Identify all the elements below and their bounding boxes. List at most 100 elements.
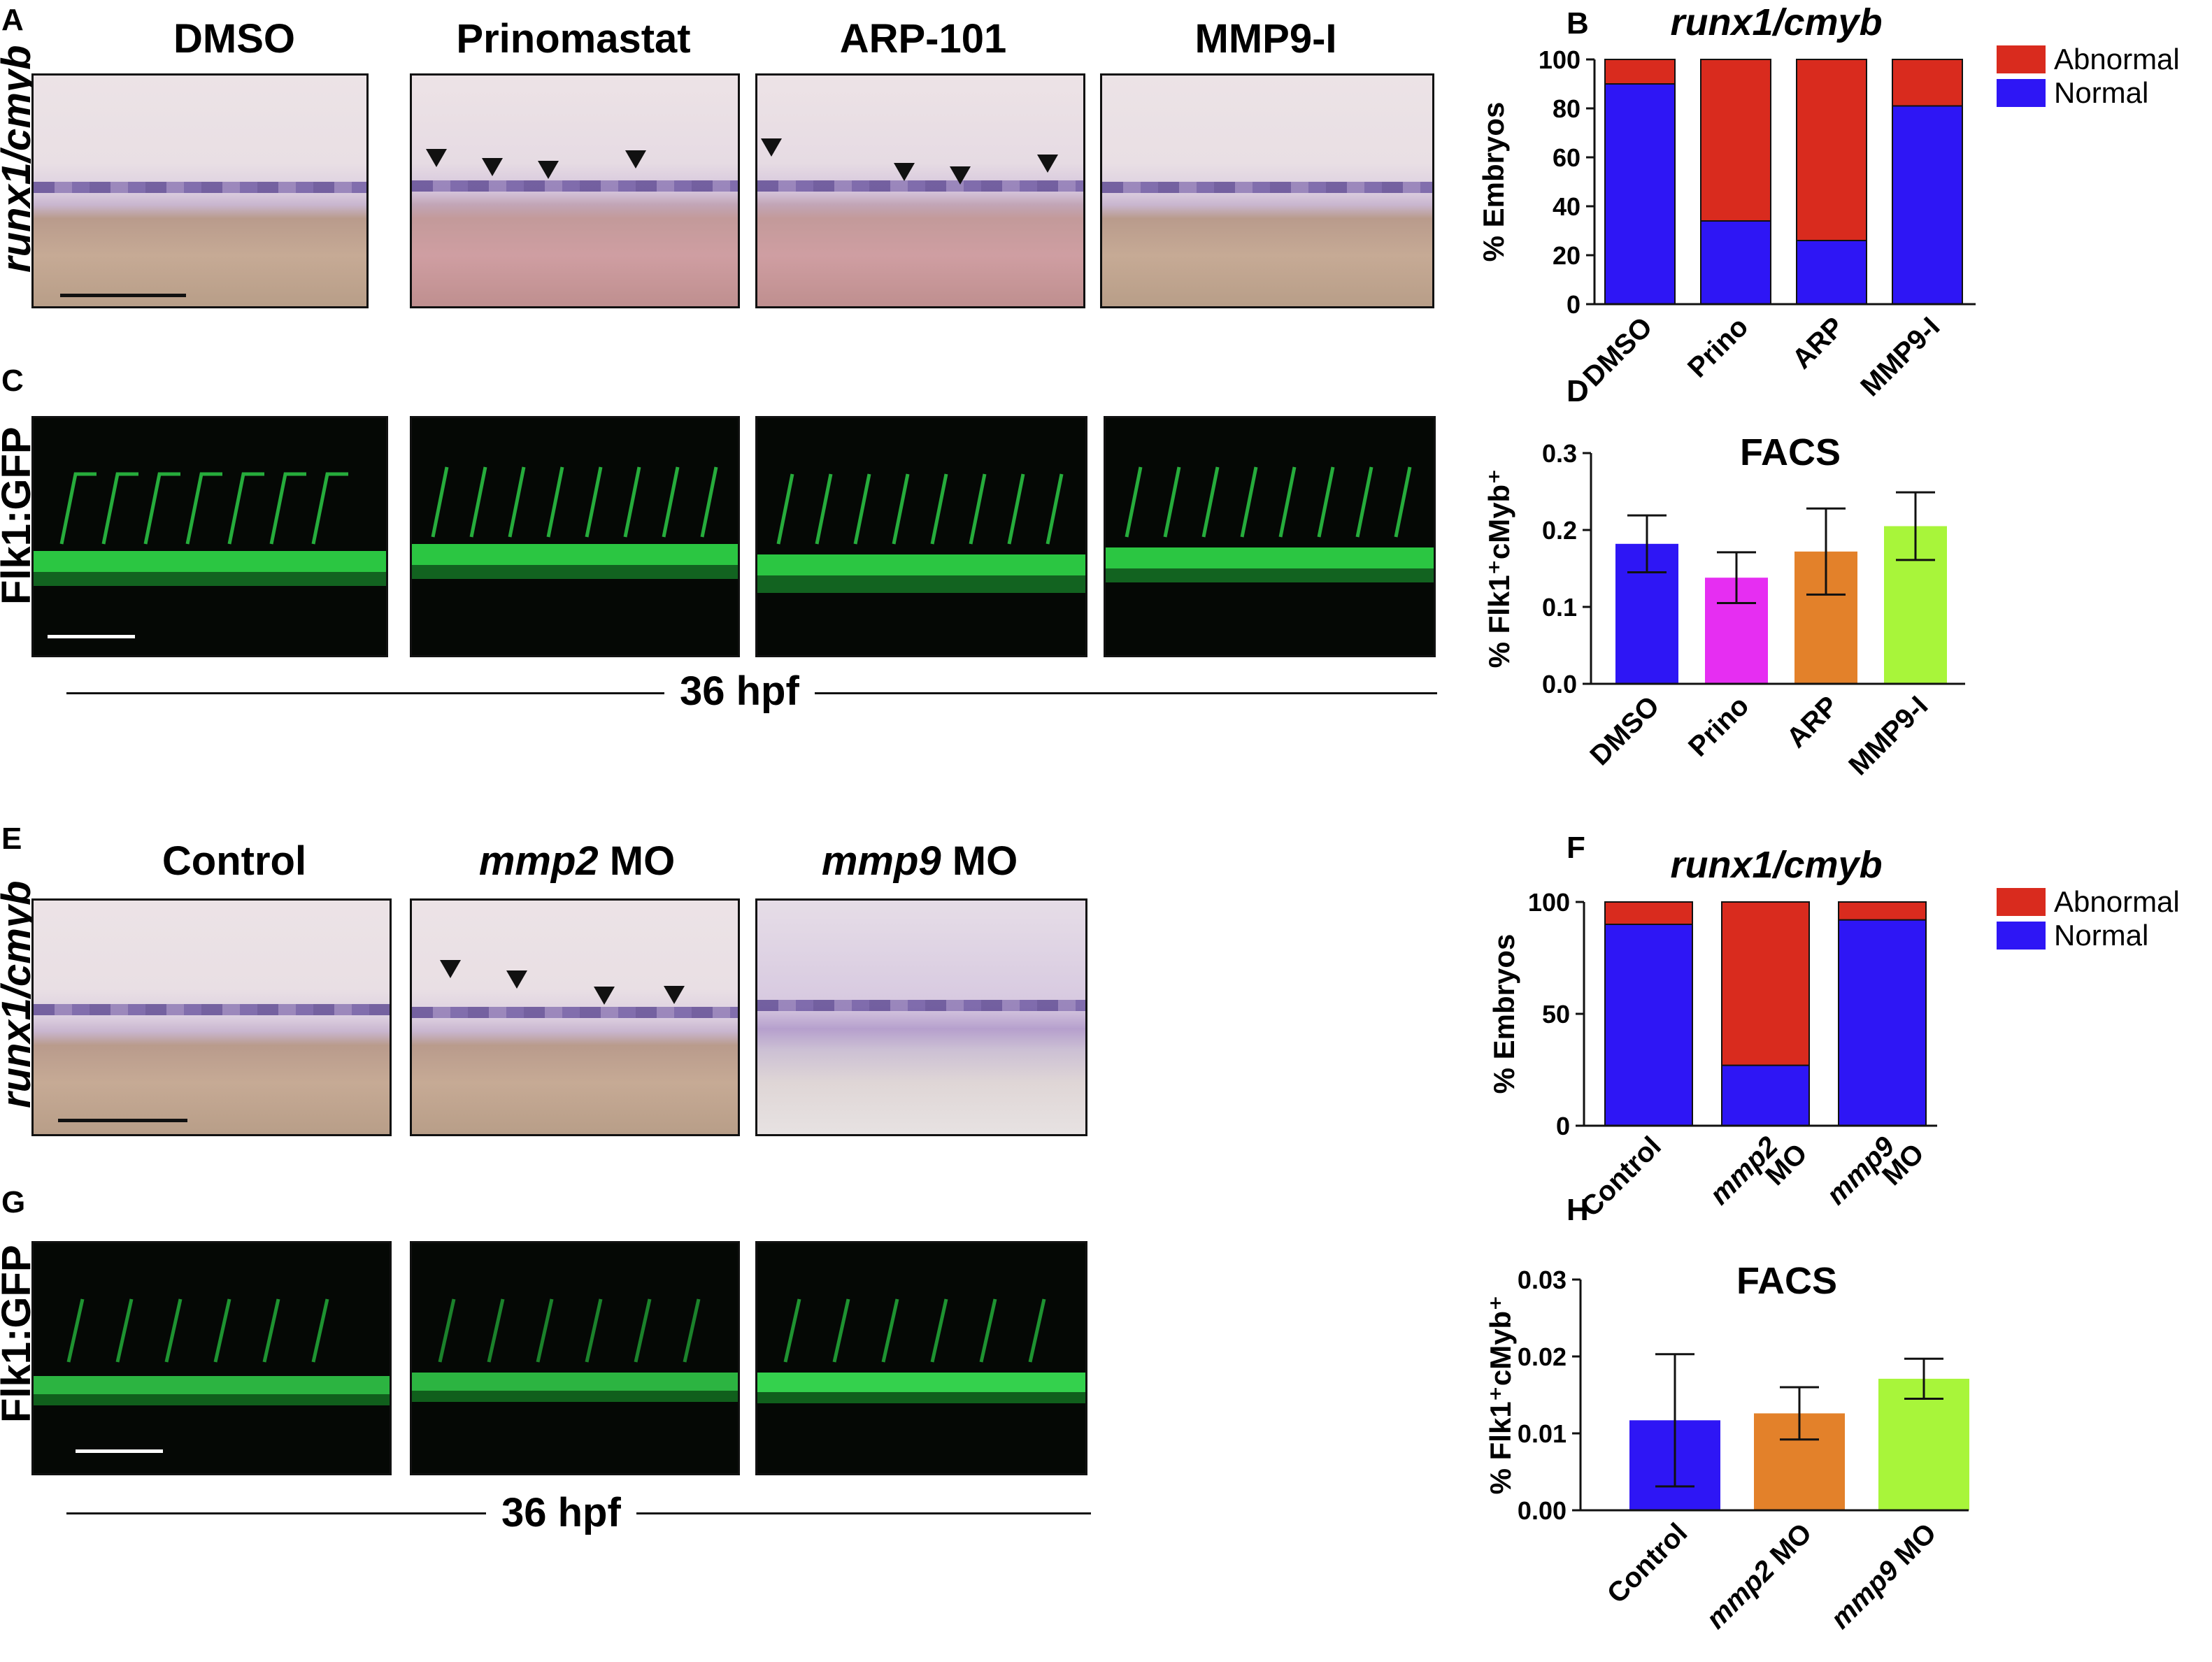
panel-letter-d: D [1567,374,1589,408]
col-title-arp101: ARP-101 [839,16,1007,62]
y-tick-label: 50 [1542,1000,1570,1029]
chart-title: FACS [1740,431,1841,473]
scale-bar [48,635,135,638]
bar-normal [1892,105,1963,305]
gfp-image-arp101 [755,416,1087,657]
y-tick-label: 0.01 [1518,1419,1567,1448]
x-tick-label: mmp2 MO [1701,1517,1818,1635]
x-tick-label: mmp9 MO [1825,1517,1943,1635]
legend-swatch-abnormal [1997,45,2046,73]
bar-normal [1604,924,1693,1126]
bar-normal [1838,919,1927,1126]
bar-normal [1604,83,1676,305]
panel-letter-f: F [1567,831,1585,865]
y-tick-label: 40 [1553,192,1580,221]
arrowhead-icon [894,163,915,181]
x-tick-label: ARP [1787,311,1850,375]
y-axis-label: % Embryos [1487,934,1520,1094]
panel-letter-c: C [1,364,24,398]
legend-label-normal: Normal [2054,919,2148,952]
x-tick-label: Control [1601,1517,1694,1610]
bar [1754,1413,1845,1510]
col-title-mmp2-mo: mmp2 MO [478,838,676,884]
bar-normal [1700,220,1771,305]
gfp-image-dmso [31,416,388,657]
bar [1878,1378,1969,1510]
y-tick-label: 60 [1553,143,1580,172]
arrowhead-icon [426,149,447,167]
y-axis-label: % Flk1⁺cMyb⁺ [1483,469,1515,668]
ish-image-mmp2-mo [410,898,740,1136]
bar-abnormal [1604,901,1693,925]
arrowhead-icon [761,138,782,157]
bar [1705,578,1768,684]
gfp-image-control [31,1241,392,1475]
bar-abnormal [1700,59,1771,222]
x-tick-label: Prino [1683,690,1755,762]
arrowhead-icon [506,970,527,989]
vessel-pattern [34,472,386,638]
legend-swatch-normal [1997,79,2046,107]
x-tick-label: Control [1575,1131,1667,1223]
bar-abnormal [1604,59,1676,85]
y-axis-label: % Embryos [1477,102,1510,262]
bar-abnormal [1838,901,1927,921]
x-tick-label: Prino [1682,311,1754,383]
col-title-control: Control [162,838,307,884]
y-tick-label: 20 [1553,241,1580,270]
gfp-image-mmp2-mo [410,1241,740,1475]
ish-image-mmp9i [1100,73,1434,308]
x-tick-label: mmp9 [1820,1131,1901,1211]
y-tick-label: 0.3 [1542,439,1577,468]
panel-letter-e: E [1,822,22,856]
scale-bar [76,1449,163,1453]
y-tick-label: 0.2 [1542,516,1577,545]
chart-title: runx1/cmyb [1670,844,1882,886]
arrowhead-icon [538,161,559,179]
col-title-mmp9i: MMP9-I [1194,16,1337,62]
ish-image-dmso [31,73,369,308]
panel-letter-g: G [1,1185,26,1219]
x-tick-label: DMSO [1577,311,1658,392]
y-axis-label: % Flk1⁺cMyb⁺ [1484,1296,1517,1495]
arrowhead-icon [594,987,615,1005]
x-tick-label: MO [1760,1138,1813,1191]
x-tick-label: MMP9-I [1843,690,1934,781]
gfp-image-mmp9i [1104,416,1436,657]
ish-image-control [31,898,392,1136]
bar-normal [1796,240,1867,305]
arrowhead-icon [625,150,646,169]
y-tick-label: 0.0 [1542,670,1577,699]
arrowhead-icon [1037,155,1058,173]
legend-swatch-abnormal [1997,888,2046,916]
gfp-image-mmp9-mo [755,1241,1087,1475]
y-tick-label: 0.1 [1542,593,1577,622]
y-tick-label: 100 [1539,45,1580,74]
ish-image-mmp9-mo [755,898,1087,1136]
arrowhead-icon [482,158,503,176]
legend-label-normal: Normal [2054,76,2148,109]
bar-normal [1721,1064,1810,1126]
panel-letter-h: H [1567,1193,1589,1227]
y-tick-label: 0.02 [1518,1342,1567,1371]
panel-letter-b: B [1567,6,1589,41]
col-title-mmp9-mo: mmp9 MO [821,838,1018,884]
bar [1884,526,1947,684]
bar [1794,551,1857,684]
scale-bar [58,1119,187,1122]
y-tick-label: 0 [1556,1112,1570,1140]
bar [1615,543,1678,684]
arrowhead-icon [440,960,461,978]
timepoint-label: 36 hpf [664,668,815,715]
y-tick-label: 0 [1567,290,1580,319]
x-tick-label: MMP9-I [1855,311,1946,402]
y-tick-label: 0.00 [1518,1496,1567,1525]
col-title-prinomastat: Prinomastat [456,16,691,62]
arrowhead-icon [950,166,971,185]
arrowhead-icon [664,986,685,1004]
y-tick-label: 80 [1553,94,1580,123]
col-title-dmso: DMSO [173,16,295,62]
gfp-image-prinomastat [410,416,740,657]
bar-abnormal [1796,59,1867,241]
x-tick-label: ARP [1781,690,1845,754]
